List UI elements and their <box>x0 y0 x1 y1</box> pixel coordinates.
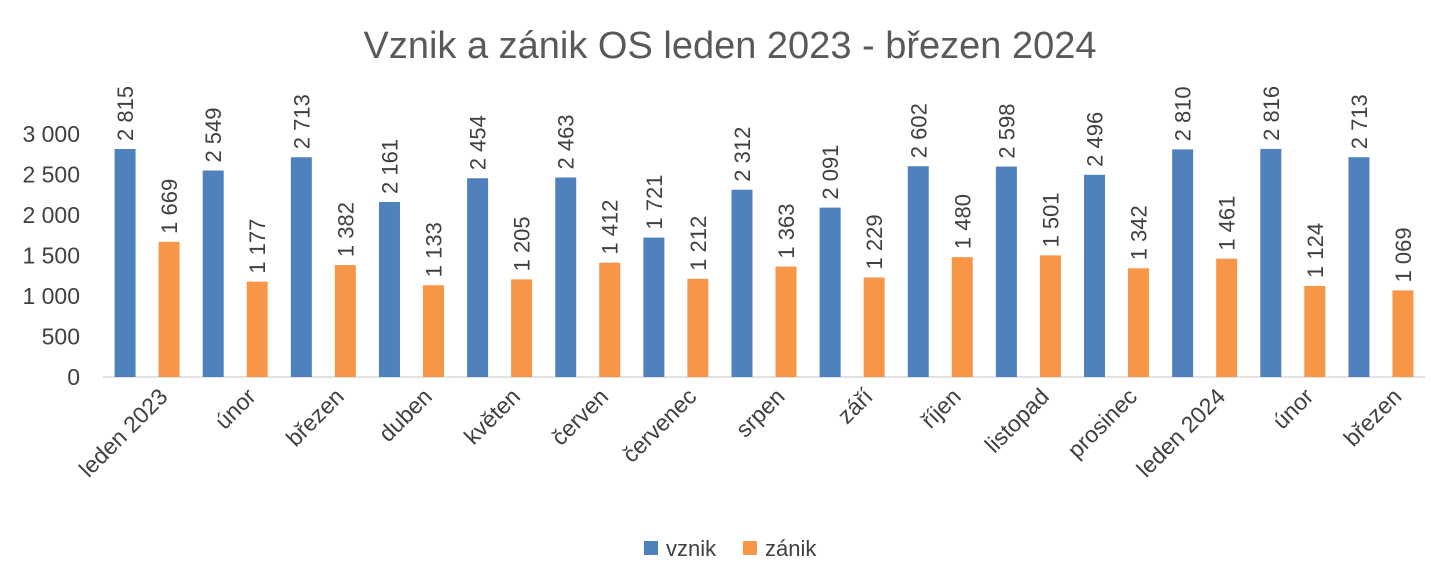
data-label: 2 312 <box>730 127 755 182</box>
bar-vznik <box>114 148 136 377</box>
x-tick-label: březen <box>281 383 349 451</box>
x-tick-label: leden 2023 <box>74 383 173 482</box>
x-tick-label: únor <box>1267 383 1318 434</box>
x-tick-label: listopad <box>979 383 1053 457</box>
data-label: 1 721 <box>642 175 667 230</box>
y-tick-label: 0 <box>67 364 80 390</box>
x-tick-label: červen <box>546 383 613 450</box>
data-label: 1 501 <box>1038 192 1063 247</box>
data-label: 2 549 <box>201 107 226 162</box>
bar-vznik <box>1172 149 1194 377</box>
y-tick-label: 2 000 <box>22 202 80 228</box>
bar-vznik <box>1260 148 1282 377</box>
data-label: 1 412 <box>598 200 623 255</box>
data-label: 1 480 <box>950 194 975 249</box>
y-tick-label: 500 <box>42 324 80 350</box>
y-tick-label: 3 000 <box>22 121 80 147</box>
data-label: 2 598 <box>994 103 1019 158</box>
y-tick-label: 1 500 <box>22 243 80 269</box>
data-label: 1 382 <box>333 202 358 257</box>
x-tick-label: březen <box>1338 383 1406 451</box>
bar-vznik <box>995 166 1017 377</box>
x-tick-label: duben <box>373 383 437 447</box>
bar-vznik <box>1348 157 1370 377</box>
bar-zanik <box>1216 258 1238 377</box>
x-tick-label: leden 2024 <box>1131 383 1230 482</box>
bar-vznik <box>202 170 224 377</box>
data-label: 1 363 <box>774 204 799 259</box>
bar-zanik <box>511 279 533 377</box>
x-tick-label: srpen <box>730 383 789 442</box>
data-label: 1 669 <box>157 179 182 234</box>
bar-zanik <box>246 281 268 377</box>
legend-label: zánik <box>765 536 817 561</box>
bar-zanik <box>687 278 709 377</box>
bar-vznik <box>555 177 577 377</box>
bar-vznik <box>1084 174 1106 377</box>
data-label: 2 091 <box>818 145 843 200</box>
bar-zanik <box>334 265 356 377</box>
bar-vznik <box>907 166 929 377</box>
x-tick-label: únor <box>210 383 261 434</box>
bar-zanik <box>422 285 444 377</box>
data-label: 2 810 <box>1171 86 1196 141</box>
data-label: 2 713 <box>289 94 314 149</box>
data-label: 2 463 <box>554 114 579 169</box>
data-label: 2 713 <box>1347 94 1372 149</box>
legend: vznik zánik <box>644 536 817 561</box>
data-label: 1 069 <box>1391 227 1416 282</box>
x-tick-label: říjen <box>916 383 966 433</box>
x-tick-label: prosinec <box>1062 383 1142 463</box>
data-label: 1 212 <box>686 216 711 271</box>
x-axis: leden 2023 únor březen duben květen červen čer… <box>74 383 1407 482</box>
x-tick-label: září <box>832 383 878 429</box>
data-label: 1 124 <box>1303 223 1328 278</box>
data-label: 2 161 <box>377 139 402 194</box>
bar-vznik <box>643 237 665 377</box>
bar-vznik <box>290 157 312 377</box>
data-label: 2 816 <box>1259 86 1284 141</box>
data-label: 2 496 <box>1083 112 1108 167</box>
bar-zanik <box>158 241 180 377</box>
bar-vznik <box>819 207 841 377</box>
y-axis: 0 500 1 000 1 500 2 000 2 500 3 000 <box>22 121 80 390</box>
data-label: 1 205 <box>510 216 535 271</box>
data-label: 1 133 <box>421 222 446 277</box>
bar-vznik <box>731 189 753 377</box>
bar-vznik <box>467 178 489 377</box>
data-label: 2 815 <box>113 86 138 141</box>
data-label: 1 177 <box>245 219 270 274</box>
y-tick-label: 1 000 <box>22 283 80 309</box>
bar-zanik <box>1392 290 1414 377</box>
x-tick-label: květen <box>459 383 525 449</box>
data-label: 2 454 <box>466 115 491 170</box>
data-label: 1 229 <box>862 214 887 269</box>
y-tick-label: 2 500 <box>22 162 80 188</box>
data-label: 1 461 <box>1215 196 1240 251</box>
data-label: 2 602 <box>906 103 931 158</box>
data-label: 1 342 <box>1127 205 1152 260</box>
bar-zanik <box>951 257 973 377</box>
bar-zanik <box>1128 268 1150 377</box>
chart-title: Vznik a zánik OS leden 2023 - březen 202… <box>363 25 1096 67</box>
bar-zanik <box>863 277 885 377</box>
bar-vznik <box>378 201 400 377</box>
legend-swatch <box>743 541 757 555</box>
bar-zanik <box>775 266 797 377</box>
bar-zanik <box>1039 255 1061 377</box>
bar-zanik <box>599 262 621 377</box>
data-labels: 2 815 1 669 2 549 1 177 2 713 1 382 2 161 1 133… <box>113 86 1416 283</box>
x-tick-label: červenec <box>617 383 701 467</box>
bar-zanik <box>1304 285 1326 377</box>
legend-label: vznik <box>666 536 717 561</box>
legend-swatch <box>644 541 658 555</box>
bars <box>114 148 1414 377</box>
